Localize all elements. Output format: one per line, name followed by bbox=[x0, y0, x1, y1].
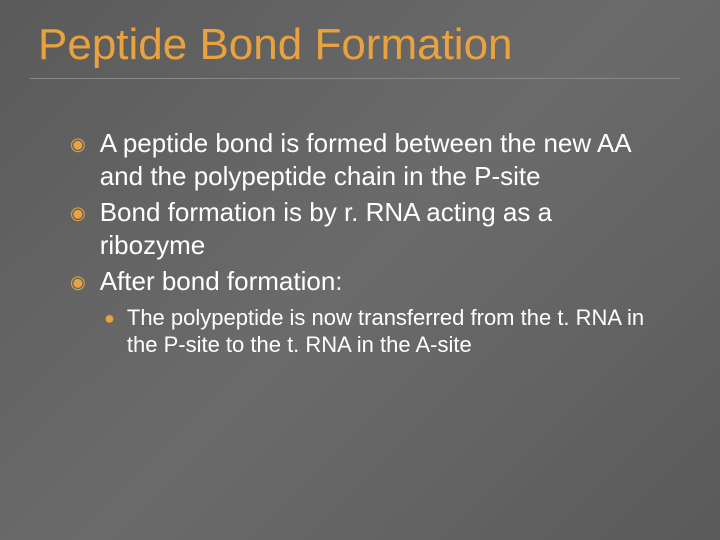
bullet-text: A peptide bond is formed between the new… bbox=[100, 127, 660, 192]
bullet-marker-icon: ◉ bbox=[70, 271, 86, 294]
slide-content: ◉ A peptide bond is formed between the n… bbox=[30, 127, 680, 359]
bullet-item: ◉ Bond formation is by r. RNA acting as … bbox=[70, 196, 660, 261]
slide-container: Peptide Bond Formation ◉ A peptide bond … bbox=[0, 0, 720, 540]
sub-bullet-text: The polypeptide is now transferred from … bbox=[127, 304, 660, 359]
bullet-item: ◉ After bond formation: bbox=[70, 265, 660, 298]
sub-bullet-marker-icon: ● bbox=[104, 307, 115, 330]
bullet-marker-icon: ◉ bbox=[70, 133, 86, 156]
slide-title: Peptide Bond Formation bbox=[30, 20, 680, 70]
bullet-marker-icon: ◉ bbox=[70, 202, 86, 225]
bullet-text: Bond formation is by r. RNA acting as a … bbox=[100, 196, 660, 261]
bullet-text: After bond formation: bbox=[100, 265, 660, 298]
sub-bullet-item: ● The polypeptide is now transferred fro… bbox=[104, 304, 660, 359]
sub-bullet-container: ● The polypeptide is now transferred fro… bbox=[70, 304, 660, 359]
title-underline bbox=[30, 78, 680, 79]
bullet-item: ◉ A peptide bond is formed between the n… bbox=[70, 127, 660, 192]
